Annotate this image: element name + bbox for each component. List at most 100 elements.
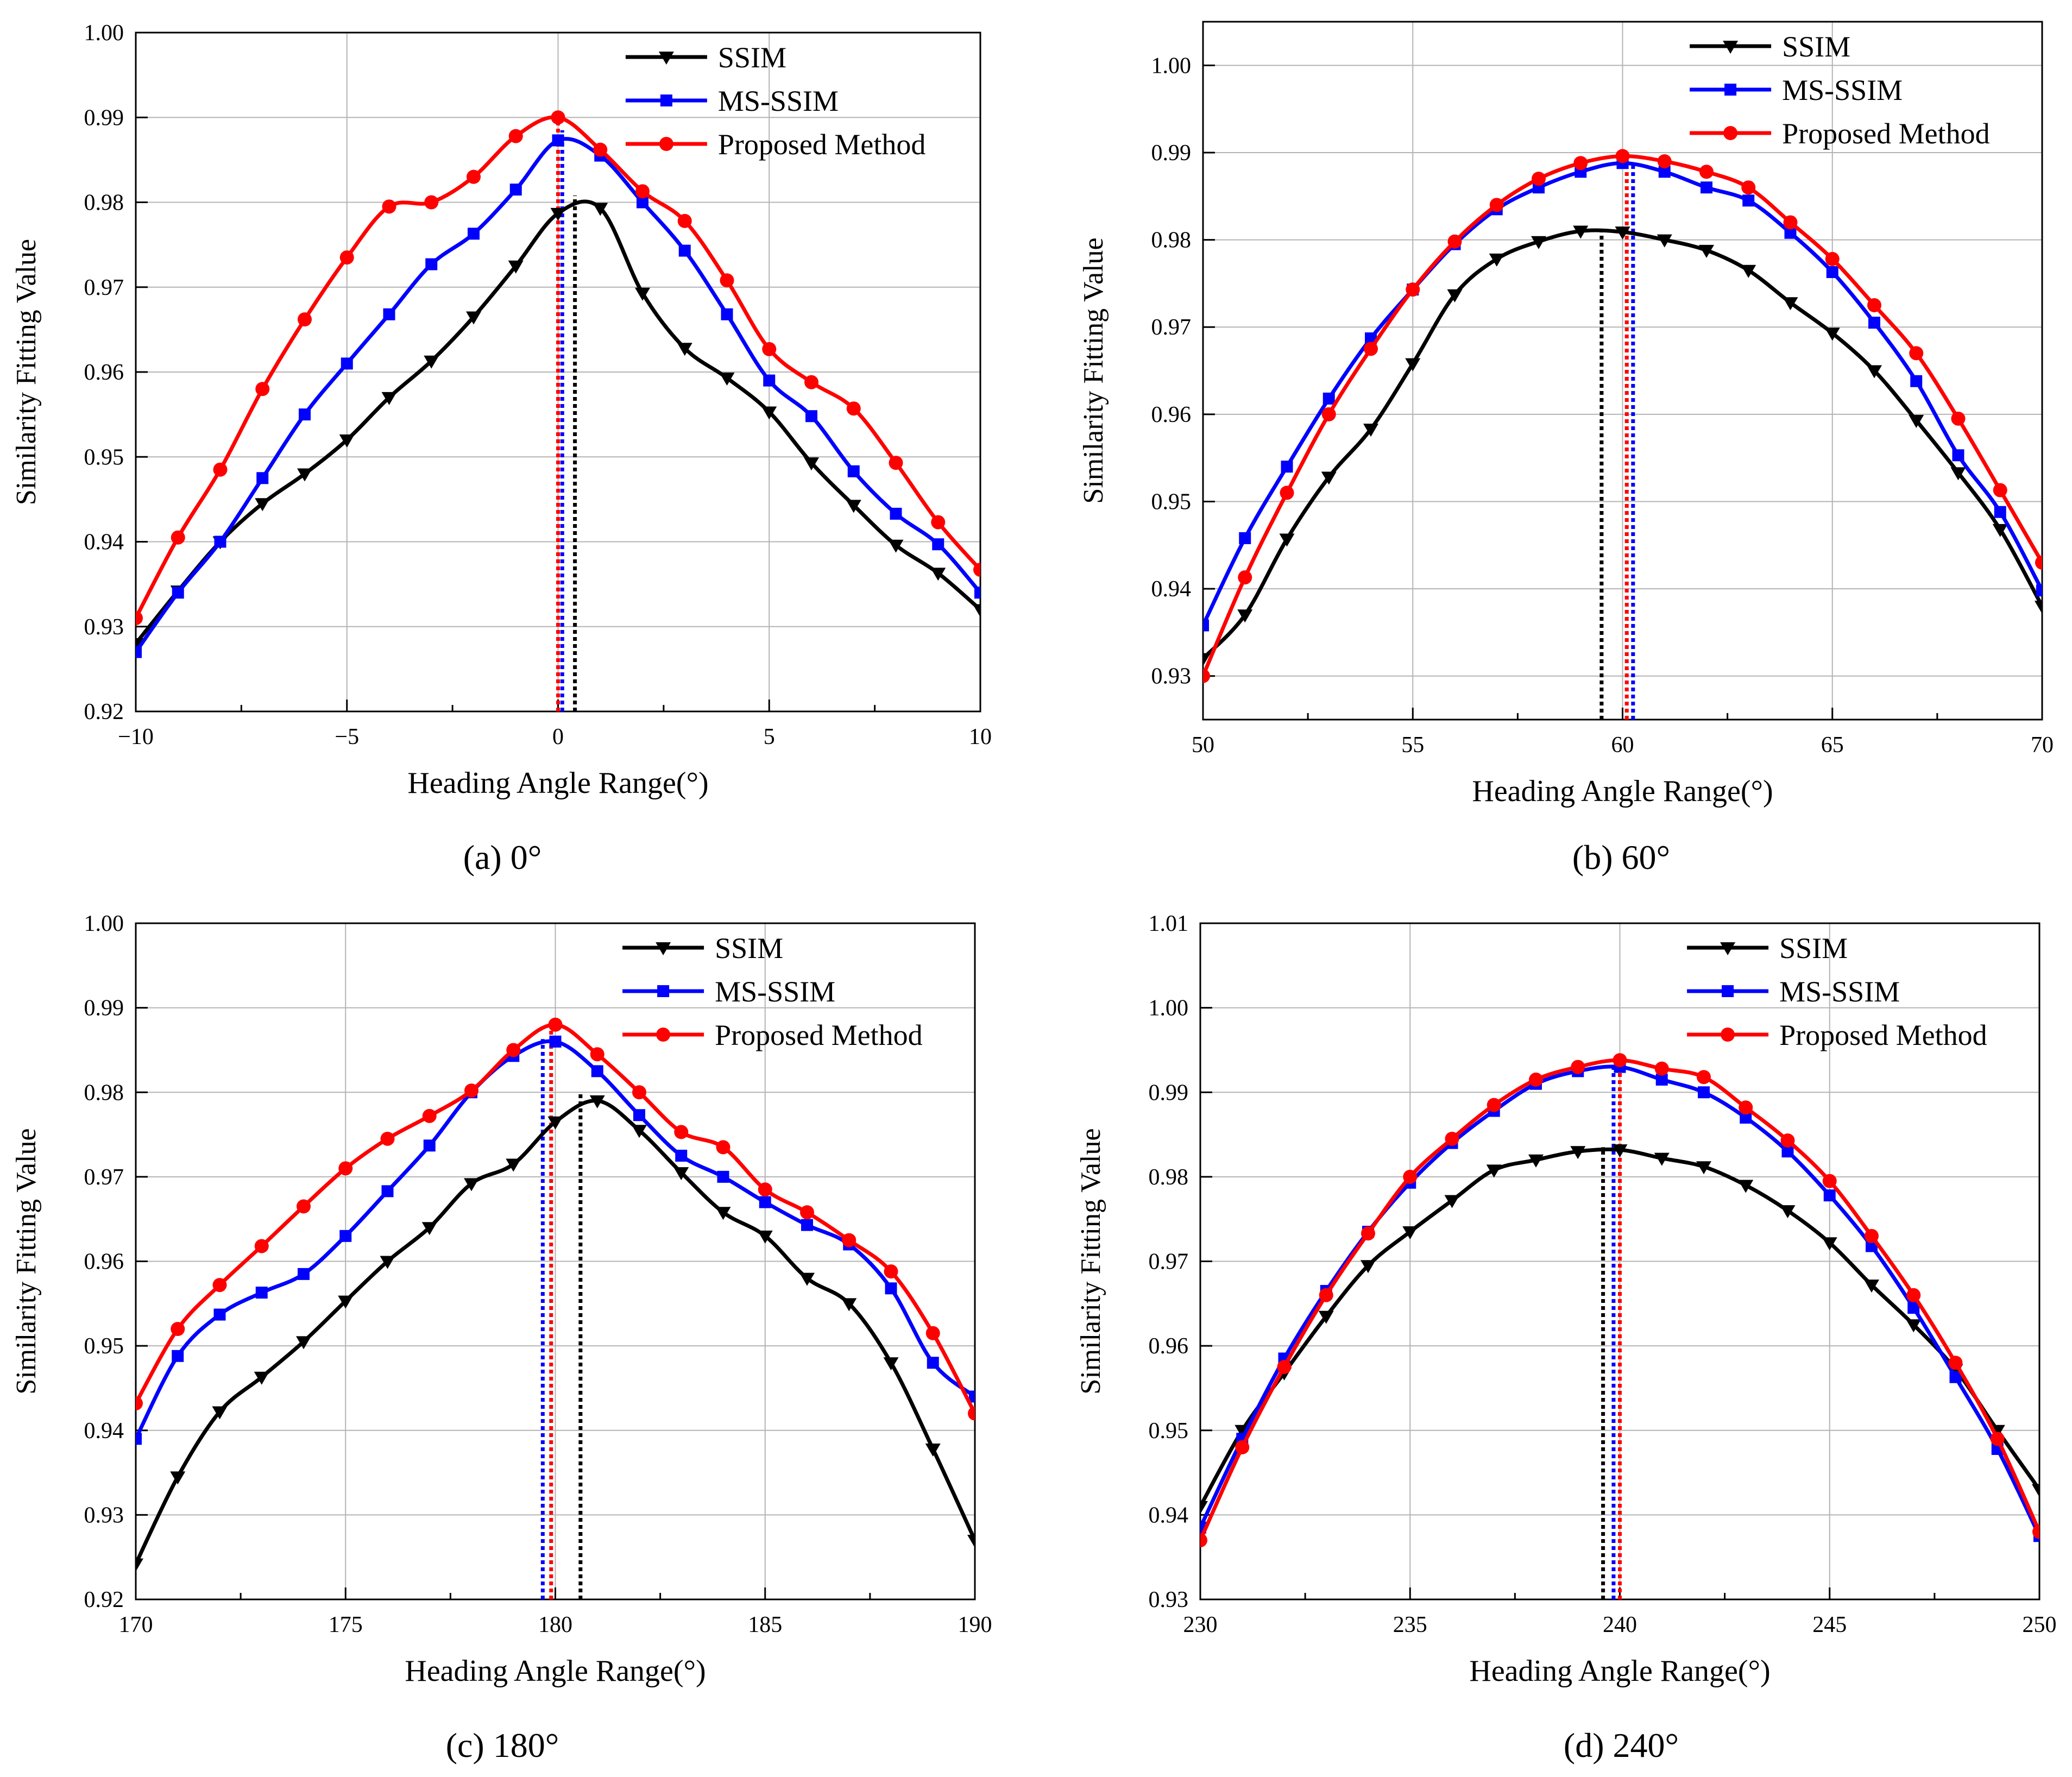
- legend-marker-proposed: [1721, 1028, 1735, 1042]
- caption-letter: (a): [463, 838, 502, 877]
- data-point-proposed: [635, 184, 650, 199]
- data-point-ssim: [804, 457, 819, 471]
- data-point-proposed: [1573, 156, 1588, 171]
- data-point-proposed: [1906, 1288, 1921, 1302]
- x-tick-label: 65: [1821, 733, 1844, 758]
- data-point-ssim: [1402, 1226, 1418, 1240]
- data-point-proposed: [1865, 1228, 1879, 1243]
- data-point-ssim: [424, 355, 439, 369]
- data-point-ssim: [1780, 1205, 1796, 1219]
- data-point-msssim: [1994, 506, 2006, 518]
- data-point-msssim: [1952, 449, 1964, 462]
- y-tick-label: 0.94: [1151, 577, 1192, 602]
- legend: SSIM MS-SSIM Proposed Method: [1687, 932, 1987, 1051]
- x-tick-label: 170: [119, 1612, 153, 1637]
- y-tick-label: 0.96: [84, 1250, 124, 1275]
- x-tick-label: 185: [748, 1612, 782, 1637]
- data-point-ssim: [547, 1116, 563, 1130]
- data-point-msssim: [256, 472, 269, 484]
- data-point-ssim: [757, 1230, 773, 1244]
- caption-text: 60°: [1613, 838, 1671, 877]
- x-tick-label: 0: [552, 724, 564, 749]
- x-tick-label: 250: [2023, 1612, 2057, 1637]
- legend-label-ssim: SSIM: [715, 932, 783, 965]
- data-point-msssim: [214, 535, 226, 548]
- series-proposed: [136, 1017, 975, 1421]
- legend-marker-msssim: [1724, 84, 1737, 96]
- data-point-ssim: [1318, 1310, 1334, 1324]
- data-point-proposed: [973, 563, 980, 577]
- y-tick-label: 0.93: [1149, 1587, 1189, 1612]
- data-point-proposed: [171, 1322, 185, 1336]
- data-point-ssim: [635, 287, 650, 301]
- peak-lines: [1599, 156, 1635, 720]
- data-point-ssim: [1573, 225, 1589, 239]
- data-point-ssim: [1992, 524, 2008, 537]
- data-point-proposed: [508, 129, 523, 143]
- data-point-proposed: [171, 530, 185, 545]
- data-point-ssim: [1612, 1144, 1628, 1158]
- data-point-ssim: [1570, 1146, 1586, 1160]
- caption-letter: (b): [1572, 838, 1613, 877]
- y-tick-label: 0.98: [84, 1080, 124, 1105]
- legend-label-proposed: Proposed Method: [1782, 117, 1989, 150]
- data-point-msssim: [1949, 1371, 1962, 1383]
- data-point-ssim: [1279, 533, 1295, 547]
- data-point-proposed: [593, 142, 608, 157]
- data-point-proposed: [548, 1017, 563, 1032]
- y-tick-label: 0.92: [84, 700, 124, 724]
- data-point-ssim: [508, 260, 524, 274]
- data-point-msssim: [136, 1433, 142, 1445]
- panel-caption: (d) 240°: [1564, 1726, 1679, 1765]
- data-point-proposed: [136, 611, 143, 626]
- data-point-ssim: [1444, 1195, 1460, 1208]
- data-point-proposed: [1948, 1356, 1963, 1370]
- x-axis-label: Heading Angle Range(°): [1472, 774, 1773, 808]
- data-point-ssim: [677, 343, 692, 356]
- series-proposed: [1203, 149, 2042, 683]
- data-point-proposed: [1699, 165, 1714, 179]
- data-point-proposed: [1487, 1098, 1501, 1112]
- x-tick-label: 235: [1393, 1612, 1427, 1637]
- data-point-msssim: [172, 1350, 184, 1362]
- data-point-msssim: [717, 1170, 729, 1183]
- data-point-ssim: [254, 1371, 269, 1385]
- data-point-msssim: [591, 1065, 603, 1077]
- data-point-msssim: [1203, 619, 1209, 632]
- chart-panel-2: 50 55 60 65 70 0.93 0.94 0.95 0.96 0.97 0.98 0.99 1.…: [1078, 21, 2054, 877]
- data-point-msssim: [136, 646, 142, 658]
- y-tick-label: 0.95: [1149, 1419, 1189, 1444]
- data-point-ssim: [255, 498, 270, 512]
- data-point-ssim: [1867, 365, 1882, 379]
- legend-marker-ssim: [656, 942, 671, 955]
- data-point-msssim: [213, 1308, 226, 1321]
- data-point-proposed: [1238, 570, 1252, 585]
- caption-text: 0°: [502, 838, 542, 877]
- series-ssim: [1203, 225, 2042, 666]
- data-point-ssim: [1738, 1180, 1754, 1193]
- x-tick-label: 245: [1812, 1612, 1847, 1637]
- data-point-msssim: [932, 538, 944, 551]
- data-point-ssim: [1864, 1280, 1879, 1293]
- data-point-msssim: [1784, 226, 1797, 239]
- y-tick-label: 0.94: [84, 530, 124, 555]
- data-point-ssim: [925, 1443, 941, 1457]
- series-ssim: [136, 1095, 975, 1572]
- data-point-msssim: [255, 1287, 268, 1299]
- x-tick-label: 10: [969, 724, 992, 749]
- grid: [1200, 923, 2039, 1599]
- legend-label-proposed: Proposed Method: [1779, 1019, 1987, 1051]
- data-point-msssim: [927, 1357, 939, 1369]
- data-point-ssim: [589, 1095, 605, 1108]
- data-point-proposed: [1822, 1174, 1837, 1188]
- data-point-msssim: [383, 308, 395, 320]
- data-point-ssim: [136, 1558, 143, 1572]
- data-point-msssim: [425, 258, 438, 270]
- y-tick-label: 0.93: [1151, 664, 1192, 689]
- y-tick-label: 0.97: [84, 1165, 124, 1190]
- data-point-msssim: [298, 1268, 310, 1280]
- data-point-ssim: [1654, 1152, 1670, 1166]
- data-point-msssim: [1698, 1086, 1710, 1099]
- legend-marker-proposed: [1723, 126, 1738, 140]
- x-tick-label: 175: [329, 1612, 363, 1637]
